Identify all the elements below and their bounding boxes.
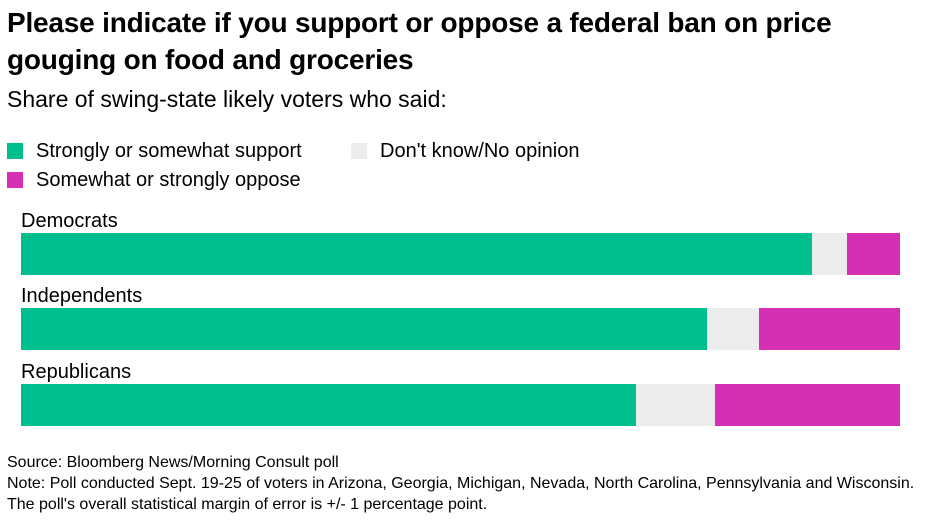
category-label-republicans: Republicans — [21, 361, 132, 383]
legend-item-oppose: Somewhat or strongly oppose — [7, 168, 301, 192]
chart-footer: Source: Bloomberg News/Morning Consult p… — [7, 452, 919, 515]
bar-row-democrats — [21, 233, 900, 275]
bar-segment-independents-don-t-know-no-opinion — [706, 308, 760, 350]
bar-segment-independents-somewhat-or-strongly-oppose — [759, 308, 900, 350]
legend-swatch-support — [7, 143, 23, 159]
bar-segment-republicans-strongly-or-somewhat-support — [21, 384, 637, 426]
bar-segment-republicans-don-t-know-no-opinion — [636, 384, 716, 426]
category-label-democrats: Democrats — [21, 210, 118, 232]
bar-segment-democrats-don-t-know-no-opinion — [812, 233, 848, 275]
bar-segment-independents-strongly-or-somewhat-support — [21, 308, 707, 350]
source-note: Source: Bloomberg News/Morning Consult p… — [7, 454, 339, 471]
methodology-note: Note: Poll conducted Sept. 19-25 of vote… — [7, 475, 915, 513]
legend-swatch-no-opinion — [351, 143, 367, 159]
chart-title: Please indicate if you support or oppose… — [7, 7, 832, 75]
legend-swatch-oppose — [7, 172, 23, 188]
legend-label-oppose: Somewhat or strongly oppose — [36, 169, 301, 191]
bar-segment-republicans-somewhat-or-strongly-oppose — [715, 384, 900, 426]
legend-label-no-opinion: Don't know/No opinion — [380, 140, 580, 162]
legend-item-no-opinion: Don't know/No opinion — [351, 139, 580, 163]
bar-row-republicans — [21, 384, 900, 426]
legend-label-support: Strongly or somewhat support — [36, 140, 302, 162]
category-label-independents: Independents — [21, 285, 143, 307]
legend-item-support: Strongly or somewhat support — [7, 139, 302, 163]
bar-row-independents — [21, 308, 900, 350]
chart-subtitle: Share of swing-state likely voters who s… — [7, 86, 447, 112]
bar-segment-democrats-somewhat-or-strongly-oppose — [847, 233, 900, 275]
bar-segment-democrats-strongly-or-somewhat-support — [21, 233, 813, 275]
